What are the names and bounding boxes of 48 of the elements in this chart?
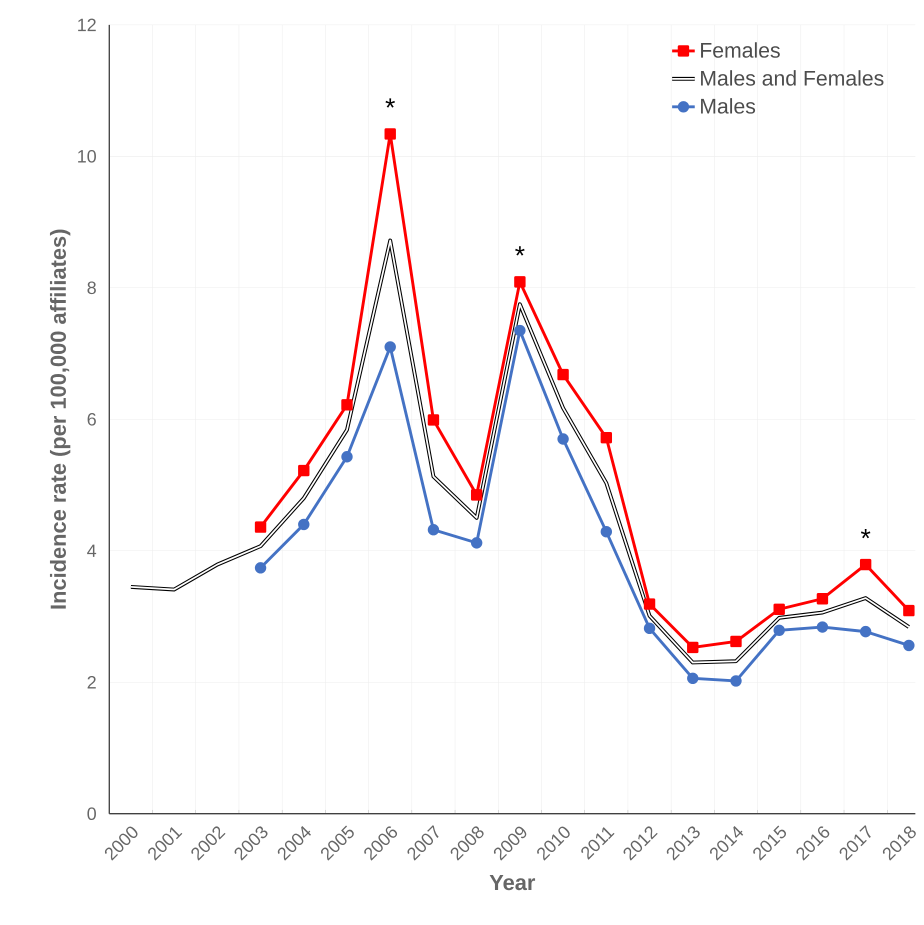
point xyxy=(470,489,482,501)
point xyxy=(687,672,698,684)
legend-label: Males and Females xyxy=(701,70,884,86)
point xyxy=(384,128,396,140)
point xyxy=(470,537,482,549)
point xyxy=(687,642,698,654)
point xyxy=(298,518,310,530)
point xyxy=(600,526,612,538)
x-axis-title: Year xyxy=(490,874,536,890)
point xyxy=(557,433,569,445)
point xyxy=(428,414,440,426)
point xyxy=(730,636,742,648)
y-tick-label: 0 xyxy=(87,807,96,820)
legend-label: Males xyxy=(701,98,756,114)
y-tick-label: 12 xyxy=(78,18,96,32)
point xyxy=(903,640,915,652)
annotation: * xyxy=(515,246,525,256)
legend-label: Females xyxy=(701,42,780,58)
point xyxy=(254,562,266,574)
y-tick-label: 10 xyxy=(78,150,96,163)
point xyxy=(816,593,828,604)
point xyxy=(860,626,872,638)
point xyxy=(514,276,526,288)
point xyxy=(644,598,656,610)
annotation: * xyxy=(860,528,870,538)
point xyxy=(816,621,828,633)
point xyxy=(600,432,612,444)
point xyxy=(254,521,266,533)
y-tick-label: 8 xyxy=(87,281,96,294)
y-tick-label: 2 xyxy=(88,676,96,688)
point xyxy=(384,341,396,353)
point xyxy=(298,464,310,476)
point xyxy=(644,622,656,634)
point xyxy=(557,368,569,380)
annotation: * xyxy=(385,98,395,108)
y-tick-label: 6 xyxy=(88,412,96,426)
point xyxy=(773,604,785,615)
y-axis-title: Incidence rate (per 100,000 affiliates) xyxy=(50,230,70,609)
point xyxy=(730,675,742,687)
point xyxy=(428,524,440,536)
point xyxy=(341,399,353,411)
point xyxy=(773,624,785,636)
point xyxy=(514,324,526,336)
point xyxy=(860,558,872,570)
y-tick-label: 4 xyxy=(87,544,96,557)
line-series xyxy=(128,238,911,664)
point xyxy=(341,451,353,462)
point xyxy=(903,604,915,616)
